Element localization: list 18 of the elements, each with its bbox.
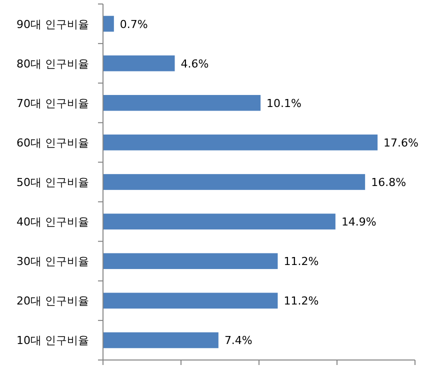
data-label: 11.2% [284, 255, 319, 268]
data-label: 7.4% [224, 334, 252, 348]
y-tick-label: 30대 인구비율 [16, 255, 89, 268]
data-label: 10.1% [266, 96, 302, 110]
y-tick-label: 10대 인구비율 [16, 334, 89, 348]
data-label: 16.8% [371, 176, 406, 189]
data-label: 0.7% [120, 18, 148, 31]
y-tick-label: 80대 인구비율 [16, 57, 89, 70]
data-label: 14.9% [341, 216, 376, 229]
data-label: 4.6% [180, 57, 209, 70]
data-label: 17.6% [384, 136, 419, 150]
y-tick-label: 60대 인구비율 [16, 136, 89, 150]
y-tick-label: 50대 인구비율 [16, 176, 89, 189]
y-tick-label: 20대 인구비율 [16, 294, 89, 308]
y-tick-label: 40대 인구비율 [16, 216, 89, 229]
y-tick-label: 90대 인구비율 [16, 18, 89, 31]
y-tick-label: 70대 인구비율 [16, 96, 89, 110]
data-label: 11.2% [284, 294, 319, 308]
